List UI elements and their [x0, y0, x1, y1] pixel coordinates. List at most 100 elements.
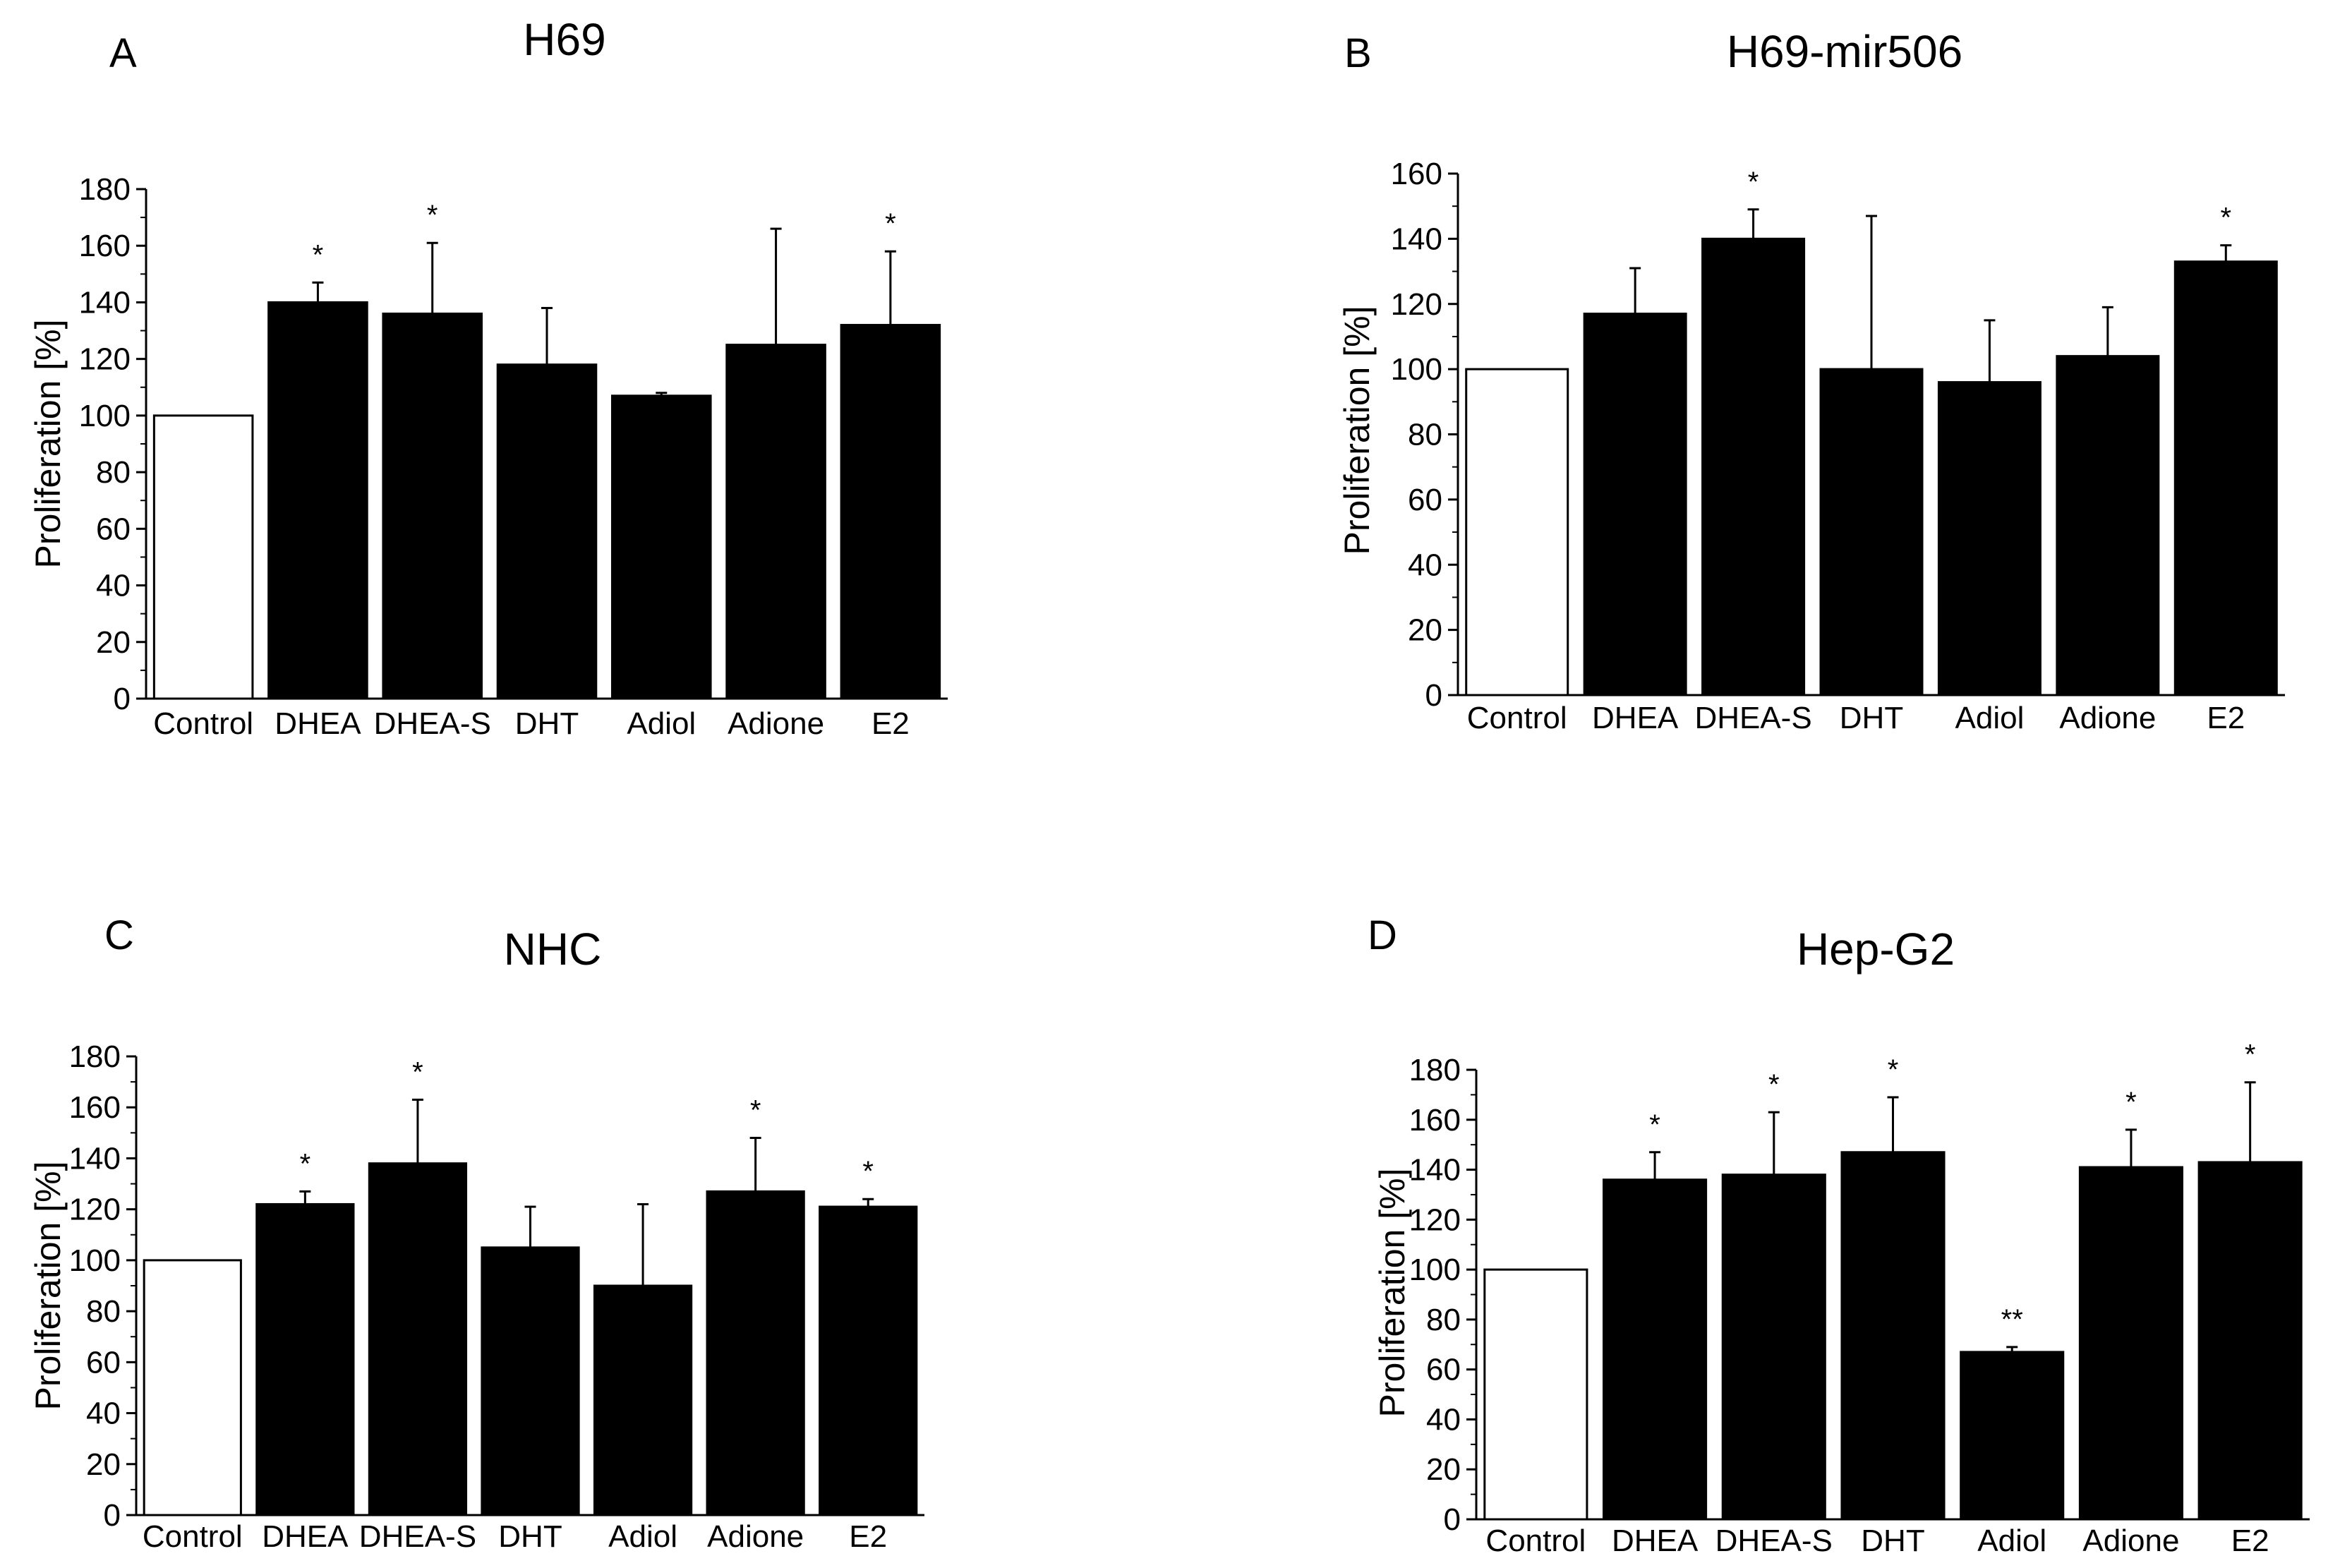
y-tick-label: 80	[1426, 1303, 1461, 1337]
bar-dht	[1819, 368, 1924, 696]
y-tick-label: 80	[86, 1294, 121, 1329]
x-tick-label: Adione	[728, 706, 824, 741]
y-tick-label: 60	[96, 512, 131, 546]
x-tick-label: DHEA	[1592, 701, 1679, 735]
x-tick-label: Adiol	[608, 1519, 677, 1554]
y-tick-label: 0	[104, 1498, 121, 1533]
panel-letter: A	[109, 30, 137, 76]
y-tick-label: 60	[1408, 483, 1442, 517]
x-tick-label: DHEA	[275, 706, 361, 741]
chart-title: NHC	[504, 924, 602, 975]
significance-marker: *	[2220, 203, 2231, 234]
y-tick-label: 160	[1391, 157, 1442, 191]
y-tick-label: 40	[1408, 548, 1442, 582]
bar-dht	[496, 363, 598, 700]
bar-control	[1465, 368, 1569, 696]
y-tick-label: 140	[1409, 1153, 1461, 1188]
bar-control	[1483, 1268, 1588, 1521]
bar-adione	[725, 344, 826, 700]
x-tick-label: Adione	[707, 1519, 804, 1554]
bar-dhea-s	[1721, 1174, 1826, 1521]
y-tick-label: 20	[86, 1447, 121, 1482]
panel-letter: B	[1344, 30, 1372, 76]
y-tick-label: 100	[69, 1243, 121, 1278]
y-tick-label: 100	[1409, 1253, 1461, 1287]
x-tick-label: DHT	[515, 706, 579, 741]
x-tick-label: E2	[872, 706, 910, 741]
y-tick-label: 160	[1409, 1103, 1461, 1138]
y-tick-label: 20	[1408, 613, 1442, 648]
y-axis-label: Proliferation [%]	[1337, 306, 1377, 555]
y-tick-label: 80	[1408, 418, 1442, 452]
bar-adione	[2056, 355, 2160, 696]
bar-e2	[819, 1205, 918, 1516]
significance-marker: *	[750, 1095, 761, 1126]
x-tick-label: DHEA	[262, 1519, 349, 1554]
bar-dhea	[267, 301, 368, 700]
x-tick-label: DHEA-S	[374, 706, 491, 741]
bar-dhea	[1603, 1178, 1708, 1521]
y-tick-label: 40	[1426, 1402, 1461, 1437]
y-tick-label: 160	[79, 229, 131, 263]
panel-a: A H69 Proliferation [%] 0 20 40 60 80 100 120 140 1…	[28, 14, 948, 741]
significance-marker: **	[2001, 1304, 2023, 1335]
bar-control	[152, 414, 254, 700]
bar-e2	[2197, 1161, 2303, 1521]
x-tick-label: DHT	[1840, 701, 1903, 735]
bar-control	[143, 1259, 242, 1516]
chart-title: H69-mir506	[1727, 26, 1962, 77]
x-tick-label: DHT	[498, 1519, 562, 1554]
bar-dhea-s	[382, 312, 483, 700]
y-tick-label: 60	[86, 1345, 121, 1380]
panel-letter: C	[104, 912, 134, 958]
y-tick-label: 100	[1391, 352, 1442, 387]
y-axis-label: Proliferation [%]	[28, 1162, 68, 1411]
significance-marker: *	[427, 200, 438, 231]
bar-dht	[481, 1246, 580, 1516]
y-tick-label: 20	[96, 625, 131, 660]
x-tick-label: DHEA-S	[1694, 701, 1811, 735]
bar-adiol	[611, 394, 712, 700]
x-tick-label: DHEA-S	[359, 1519, 476, 1554]
significance-marker: *	[2125, 1087, 2137, 1118]
y-tick-label: 80	[96, 455, 131, 490]
panel-c: C NHC Proliferation [%] 0 20 40 60 80 100 120 140 1…	[28, 912, 924, 1554]
bar-e2	[2173, 260, 2278, 696]
x-tick-label: E2	[849, 1519, 887, 1554]
y-axis-label: Proliferation [%]	[1373, 1169, 1412, 1418]
x-tick-label: DHT	[1861, 1524, 1924, 1558]
x-tick-label: Control	[153, 706, 253, 741]
x-tick-label: Adiol	[627, 706, 696, 741]
bar-adiol	[1937, 381, 2041, 696]
y-tick-label: 0	[1444, 1502, 1461, 1537]
x-tick-label: E2	[2231, 1524, 2269, 1558]
panel-letter: D	[1368, 912, 1397, 958]
x-tick-label: E2	[2207, 701, 2245, 735]
y-tick-label: 160	[69, 1090, 121, 1125]
chart-title: H69	[523, 14, 605, 65]
bar-e2	[840, 324, 941, 700]
bar-adione	[2078, 1166, 2183, 1521]
x-tick-label: Adiol	[1977, 1524, 2046, 1558]
bar-dhea	[255, 1202, 355, 1516]
y-tick-label: 60	[1426, 1353, 1461, 1387]
y-tick-label: 180	[1409, 1053, 1461, 1087]
y-tick-label: 20	[1426, 1452, 1461, 1487]
panel-b: B H69-mir506 Proliferation [%] 0 20 40 60 80 100…	[1337, 26, 2285, 735]
bar-adiol	[1960, 1351, 2065, 1521]
x-tick-label: Adione	[2059, 701, 2156, 735]
y-tick-label: 140	[1391, 222, 1442, 256]
y-tick-label: 120	[79, 342, 131, 377]
bar-dhea	[1583, 313, 1687, 696]
x-tick-label: DHEA	[1612, 1524, 1699, 1558]
chart-title: Hep-G2	[1797, 924, 1955, 975]
y-tick-label: 140	[69, 1141, 121, 1176]
x-tick-label: Adione	[2082, 1524, 2179, 1558]
y-tick-label: 120	[69, 1193, 121, 1227]
significance-marker: *	[300, 1148, 311, 1179]
x-tick-label: DHEA-S	[1715, 1524, 1833, 1558]
y-tick-label: 40	[96, 569, 131, 603]
x-tick-label: Control	[1485, 1524, 1586, 1558]
y-tick-label: 180	[79, 172, 131, 207]
